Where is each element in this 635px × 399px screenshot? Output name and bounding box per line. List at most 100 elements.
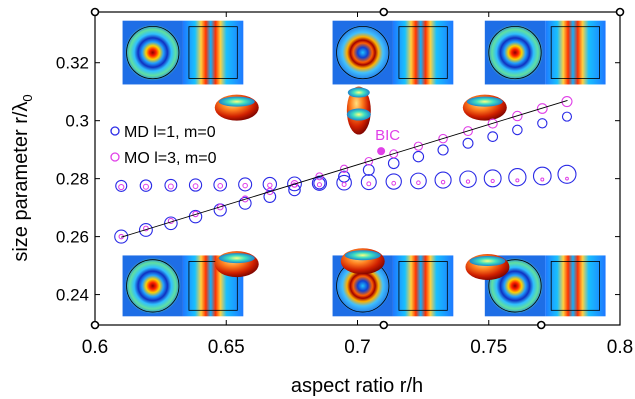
mo-marker-upper [413, 141, 424, 151]
mo-marker-lower [192, 183, 199, 190]
md-marker-upper [262, 176, 278, 192]
oblate-spheroid [214, 94, 259, 121]
x-tick-label: 0.8 [607, 337, 633, 358]
md-marker-lower [412, 150, 425, 163]
oblate-spheroid [465, 254, 510, 281]
mo-marker-lower [142, 183, 149, 190]
field-map-top-left [122, 20, 244, 85]
spheroid-cap [218, 253, 255, 264]
md-marker-upper [410, 172, 427, 190]
mo-marker-lower [540, 177, 545, 182]
fit-line [121, 99, 568, 238]
inset-particle-outline [488, 25, 542, 80]
md-marker-lower [138, 223, 153, 237]
mo-marker-lower [515, 178, 520, 183]
md-marker-upper [459, 170, 477, 188]
md-marker-upper [508, 168, 527, 187]
md-marker-lower [487, 131, 499, 143]
x-tick-label: 0.6 [82, 337, 108, 358]
md-marker-lower [387, 157, 400, 170]
mo-marker-upper [364, 156, 374, 166]
mo-marker-upper [266, 187, 274, 196]
inset-field-rings [334, 24, 391, 81]
mo-marker-upper [389, 149, 399, 159]
mo-marker-lower [391, 180, 397, 186]
md-marker-upper [213, 177, 228, 192]
inset-particle-box [550, 26, 600, 79]
md-marker-upper [115, 179, 128, 192]
md-marker-upper [483, 169, 502, 188]
mo-marker-upper [536, 103, 548, 114]
inset-particle-box [188, 26, 238, 79]
mo-marker-lower [118, 183, 125, 191]
inset-field-rings [124, 24, 181, 81]
md-marker-upper [238, 177, 253, 192]
legend-marker-mo [110, 152, 120, 162]
md-marker-upper [434, 171, 452, 189]
inset-particle-box [550, 261, 600, 311]
frame-ring [379, 320, 389, 330]
mo-marker-upper [487, 118, 498, 129]
oblate-spheroid [462, 94, 507, 121]
x-tick-label: 0.7 [344, 337, 370, 358]
legend-label-md: MD l=1, m=0 [124, 124, 216, 141]
y-axis-label-subscript: 0 [20, 94, 35, 101]
md-marker-lower [537, 118, 548, 129]
spheroid-cap [218, 96, 255, 107]
inset-right-panel [182, 20, 244, 85]
md-marker-lower [462, 137, 474, 149]
inset-right-panel [392, 20, 454, 85]
md-marker-lower [263, 190, 277, 203]
mo-marker-upper [315, 172, 324, 181]
spheroid-cap [347, 87, 370, 98]
prolate-spheroid [346, 86, 371, 135]
md-marker-upper [385, 173, 402, 190]
spheroid-band [346, 108, 371, 121]
data-markers [114, 96, 577, 244]
oblate-spheroid [340, 248, 385, 275]
y-tick-label: 0.26 [56, 228, 89, 247]
oblate-spheroid [214, 251, 259, 278]
mo-marker-lower [465, 179, 471, 184]
inset-right-panel [392, 255, 454, 317]
mo-marker-upper [512, 110, 523, 122]
x-axis-label: aspect ratio r/h [291, 375, 423, 397]
x-tick-label: 0.75 [470, 337, 507, 358]
y-tick-label: 0.24 [56, 286, 89, 305]
y-axis-label-main: size parameter r/λ [10, 102, 32, 262]
mo-marker-upper [561, 96, 573, 108]
x-tick-label: 0.65 [208, 337, 245, 358]
inset-particle-outline [336, 25, 390, 80]
mo-marker-lower [242, 182, 248, 189]
mo-marker-lower [366, 181, 372, 187]
spheroid-cap [344, 250, 381, 261]
spheroid-cap [466, 96, 503, 107]
mo-marker-lower [490, 178, 495, 184]
frame-ring [536, 320, 546, 330]
y-tick-label: 0.32 [56, 54, 89, 73]
axis-ticks: 0.6 0.65 0.7 0.75 0.8 0.24 0.26 0.28 0.3 0.32 [56, 12, 633, 358]
spheroid-shapes [214, 86, 510, 281]
md-marker-upper [557, 164, 577, 184]
inset-field-rings [334, 257, 391, 315]
md-marker-lower [313, 177, 326, 190]
md-marker-lower [362, 164, 375, 176]
mo-marker-lower [167, 183, 174, 190]
inset-right-panel [545, 255, 606, 317]
md-marker-upper [532, 166, 552, 186]
mo-marker-upper [438, 133, 448, 144]
mo-marker-lower [440, 179, 446, 185]
corner-rings [90, 7, 625, 330]
field-map-bottom-center [332, 255, 454, 317]
mo-marker-lower [416, 180, 421, 186]
md-marker-lower [164, 216, 178, 231]
legend-label-mo: MO l=3, m=0 [124, 150, 217, 167]
mo-marker-upper [241, 195, 249, 203]
mo-marker-upper [463, 126, 473, 137]
md-marker-upper [287, 176, 302, 192]
md-marker-lower [561, 111, 573, 122]
mo-marker-lower [565, 176, 569, 181]
md-marker-upper [188, 178, 203, 192]
mo-marker-lower [267, 182, 273, 189]
